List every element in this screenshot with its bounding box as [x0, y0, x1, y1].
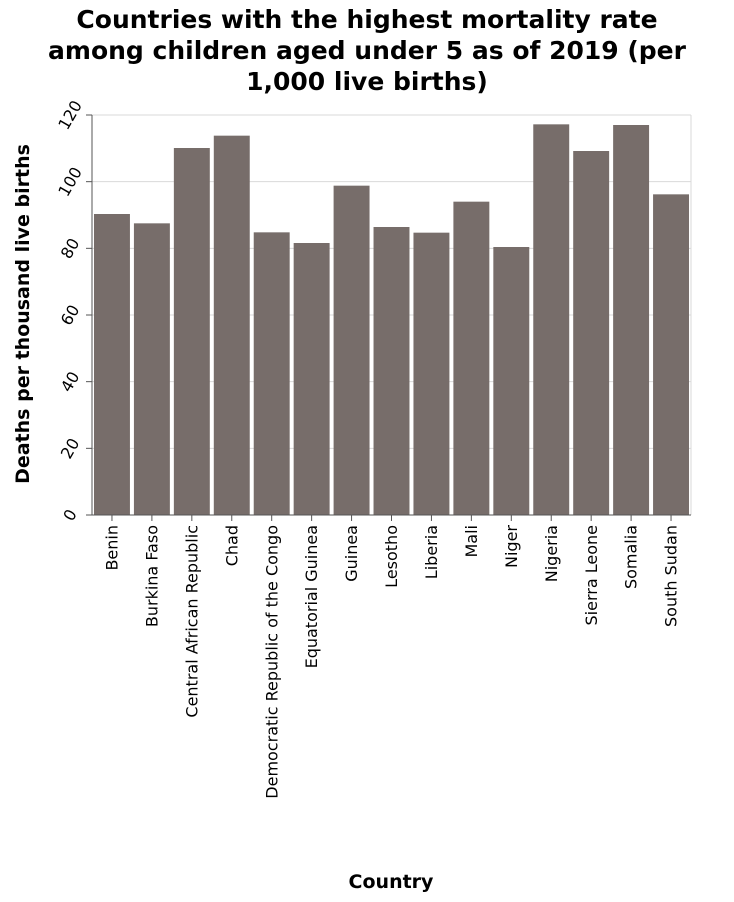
- bar-mali: [453, 201, 490, 515]
- x-tick-label: Equatorial Guinea: [302, 525, 321, 668]
- x-tick-label: Burkina Faso: [143, 525, 162, 627]
- y-tick-label: 0: [59, 506, 81, 524]
- y-tick-label: 100: [54, 164, 86, 200]
- x-tick-label: Lesotho: [382, 525, 401, 588]
- x-tick-label: Niger: [502, 525, 521, 568]
- y-tick-label: 120: [54, 97, 86, 133]
- chart-title-line-2: among children aged under 5 as of 2019 (…: [48, 36, 686, 65]
- bar-sierra-leone: [573, 151, 610, 515]
- x-axis-title: Country: [349, 871, 435, 893]
- bar-equatorial-guinea: [293, 243, 330, 515]
- bar-liberia: [413, 232, 450, 515]
- bar-south-sudan: [653, 194, 690, 516]
- bar-guinea: [333, 185, 370, 515]
- y-tick-labels: 0 20 40 60 80 100 120: [54, 97, 86, 524]
- x-tick-label: Mali: [462, 525, 481, 558]
- axes: [86, 114, 691, 521]
- bar-central-african-republic: [173, 148, 210, 515]
- chart-title-line-1: Countries with the highest mortality rat…: [76, 5, 658, 34]
- y-axis-title: Deaths per thousand live births: [12, 144, 34, 484]
- chart-title: Countries with the highest mortality rat…: [0, 4, 734, 97]
- bar-nigeria: [533, 124, 570, 515]
- x-tick-label: Chad: [222, 525, 241, 566]
- x-tick-label: Guinea: [342, 525, 361, 582]
- x-tick-label: Democratic Republic of the Congo: [262, 525, 281, 799]
- x-tick-labels: Benin Burkina Faso Central African Republi…: [103, 525, 681, 799]
- x-tick-label: Nigeria: [542, 525, 561, 582]
- x-tick-label: Somalia: [622, 525, 641, 589]
- bar-chad: [213, 135, 250, 515]
- bar-somalia: [613, 125, 650, 515]
- y-tick-label: 40: [57, 368, 84, 395]
- bar-niger: [493, 247, 530, 515]
- bar-burkina-faso: [133, 223, 170, 516]
- x-tick-label: South Sudan: [662, 525, 681, 627]
- bars: [93, 124, 690, 516]
- x-tick-label: Benin: [103, 525, 122, 571]
- x-tick-label: Liberia: [422, 525, 441, 579]
- x-tick-label: Sierra Leone: [582, 525, 601, 625]
- bar-benin: [93, 214, 130, 515]
- x-tick-label: Central African Republic: [182, 525, 201, 718]
- chart-title-line-3: 1,000 live births): [246, 67, 488, 96]
- y-tick-label: 60: [57, 301, 84, 328]
- y-tick-label: 80: [57, 235, 84, 262]
- bar-lesotho: [373, 227, 410, 515]
- y-tick-label: 20: [57, 435, 84, 462]
- bar-democratic-republic-of-the-congo: [253, 232, 290, 516]
